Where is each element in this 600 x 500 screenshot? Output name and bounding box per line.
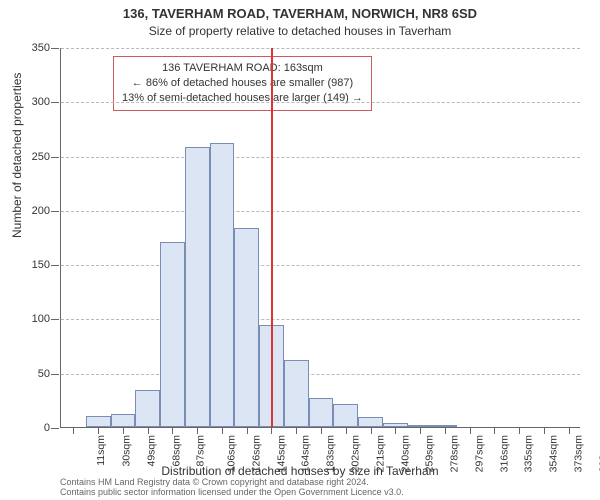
grid-line (61, 102, 580, 103)
x-tick (494, 428, 495, 434)
histogram-bar (432, 425, 457, 427)
x-tick (222, 428, 223, 434)
x-tick (371, 428, 372, 434)
histogram-bar (185, 147, 210, 427)
y-tick-label: 350 (10, 42, 50, 54)
x-tick (395, 428, 396, 434)
y-tick-label: 200 (10, 205, 50, 217)
y-tick-label: 0 (10, 422, 50, 434)
x-tick-label: 87sqm (195, 435, 207, 467)
histogram-bar (234, 228, 259, 427)
y-tick (51, 102, 59, 103)
legend-line: 13% of semi-detached houses are larger (… (122, 91, 363, 106)
x-tick-label: 68sqm (170, 435, 182, 467)
footer-line: Contains public sector information licen… (60, 488, 590, 498)
y-tick-label: 100 (10, 313, 50, 325)
x-tick (172, 428, 173, 434)
histogram-bar (111, 414, 136, 427)
grid-line (61, 157, 580, 158)
grid-line (61, 211, 580, 212)
x-tick (569, 428, 570, 434)
x-tick-label: 30sqm (121, 435, 133, 467)
x-tick (73, 428, 74, 434)
chart-title-main: 136, TAVERHAM ROAD, TAVERHAM, NORWICH, N… (0, 6, 600, 21)
x-tick (271, 428, 272, 434)
x-tick (98, 428, 99, 434)
histogram-bar (309, 398, 334, 427)
x-tick (420, 428, 421, 434)
x-tick (470, 428, 471, 434)
grid-line (61, 48, 580, 49)
histogram-bar (86, 416, 111, 427)
x-tick (296, 428, 297, 434)
histogram-bar (135, 390, 160, 427)
histogram-bar (383, 423, 408, 427)
x-tick-label: 11sqm (95, 435, 107, 466)
y-tick (51, 428, 59, 429)
x-tick (544, 428, 545, 434)
y-tick (51, 374, 59, 375)
histogram-bar (333, 404, 358, 427)
y-tick-label: 50 (10, 368, 50, 380)
x-axis-title: Distribution of detached houses by size … (0, 464, 600, 478)
y-tick-label: 300 (10, 96, 50, 108)
histogram-bar (408, 425, 433, 427)
y-tick (51, 48, 59, 49)
legend-line: 136 TAVERHAM ROAD: 163sqm (122, 61, 363, 76)
chart-container: 136, TAVERHAM ROAD, TAVERHAM, NORWICH, N… (0, 0, 600, 500)
grid-line (61, 319, 580, 320)
x-tick (445, 428, 446, 434)
reference-line (271, 48, 273, 427)
histogram-bar (160, 242, 185, 427)
y-tick (51, 211, 59, 212)
grid-line (61, 265, 580, 266)
y-tick (51, 319, 59, 320)
x-tick (247, 428, 248, 434)
x-tick (197, 428, 198, 434)
histogram-bar (284, 360, 309, 427)
footer-attribution: Contains HM Land Registry data © Crown c… (60, 478, 590, 498)
y-tick (51, 157, 59, 158)
histogram-bar (210, 143, 235, 427)
x-tick (123, 428, 124, 434)
histogram-bar (358, 417, 383, 427)
y-tick-label: 250 (10, 151, 50, 163)
x-tick (346, 428, 347, 434)
y-tick (51, 265, 59, 266)
chart-title-sub: Size of property relative to detached ho… (0, 24, 600, 38)
plot-area: 136 TAVERHAM ROAD: 163sqm ← 86% of detac… (60, 48, 580, 428)
legend-line: ← 86% of detached houses are smaller (98… (122, 76, 363, 91)
x-tick (519, 428, 520, 434)
x-tick (148, 428, 149, 434)
y-tick-label: 150 (10, 259, 50, 271)
x-tick-label: 49sqm (145, 435, 157, 467)
x-tick (321, 428, 322, 434)
grid-line (61, 374, 580, 375)
